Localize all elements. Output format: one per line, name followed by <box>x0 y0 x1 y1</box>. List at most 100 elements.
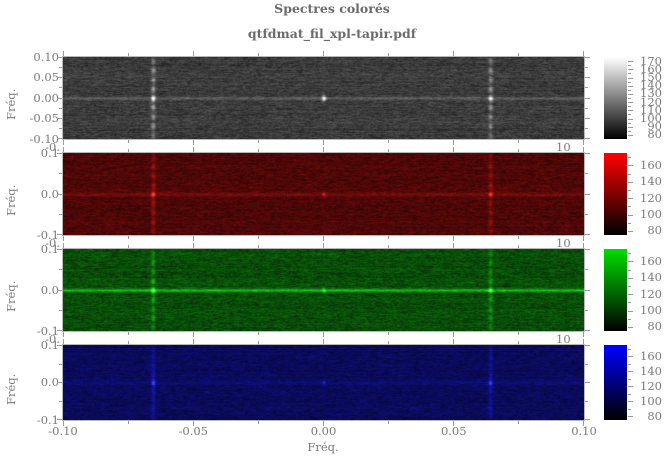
tick-mark <box>583 51 584 56</box>
colorbar-tick-mark <box>628 131 631 132</box>
colorbar-tick-mark <box>628 198 633 199</box>
y-tick-label: 0.0 <box>40 282 59 297</box>
tick-mark <box>63 147 64 152</box>
colorbar-tick-mark <box>628 127 633 128</box>
tick-mark <box>258 236 259 239</box>
tick-mark <box>583 332 584 337</box>
colorbar-tick-mark <box>628 78 633 79</box>
tick-mark <box>583 243 584 248</box>
tick-mark <box>518 140 519 143</box>
tick-mark <box>59 108 62 109</box>
x-tick-label: 0.05 <box>440 424 467 438</box>
tick-mark <box>585 194 590 195</box>
colorbar-tick-label: 160 <box>640 253 662 268</box>
colorbar-blue <box>604 345 627 420</box>
tick-mark <box>583 147 584 152</box>
colorbar-tick-label: 80 <box>647 319 662 334</box>
tick-mark <box>585 138 590 139</box>
tick-mark <box>453 421 454 426</box>
colorbar-tick-mark <box>628 223 631 224</box>
colorbar-tick-mark <box>628 327 633 328</box>
colorbar-tick-mark <box>628 98 631 99</box>
tick-mark <box>323 339 324 344</box>
tick-mark <box>585 214 588 215</box>
colorbar-tick-label: 100 <box>640 393 662 408</box>
tick-mark <box>59 310 62 311</box>
tick-mark <box>585 249 590 250</box>
y-axis-title-gray: Fréq. <box>4 88 18 120</box>
colorbar-tick-mark <box>628 157 631 158</box>
colorbar-gray <box>604 57 627 139</box>
y-tick-label: -0.1 <box>36 412 59 427</box>
colorbar-tick-label: 120 <box>640 190 662 205</box>
tick-mark <box>583 339 584 344</box>
tick-mark <box>193 421 194 426</box>
tick-mark <box>388 236 389 239</box>
colorbar-tick-mark <box>628 114 631 115</box>
colorbar-tick-mark <box>628 102 633 103</box>
tick-mark <box>585 364 588 365</box>
colorbar-tick-label: 140 <box>640 78 662 93</box>
colorbar-tick-mark <box>628 82 631 83</box>
tick-mark <box>388 332 389 335</box>
tick-mark <box>585 57 590 58</box>
tick-mark <box>453 339 454 344</box>
colorbar-tick-mark <box>628 86 633 87</box>
y-axis-title-green: Fréq. <box>4 280 18 312</box>
tick-mark <box>193 140 194 145</box>
colorbar-tick-mark <box>628 302 631 303</box>
tick-mark <box>323 51 324 56</box>
tick-mark <box>128 332 129 335</box>
colorbar-tick-label: 140 <box>640 174 662 189</box>
tick-mark <box>585 269 588 270</box>
tick-mark <box>63 339 64 344</box>
tick-mark <box>585 290 590 291</box>
tick-mark <box>258 421 259 424</box>
tick-mark <box>59 401 62 402</box>
tick-mark <box>59 173 62 174</box>
y-tick-label: 0.1 <box>40 241 59 256</box>
tick-mark <box>323 147 324 152</box>
colorbar-tick-label: 120 <box>640 94 662 109</box>
x-tick-label: -0.05 <box>178 424 209 438</box>
colorbar-tick-label: 140 <box>640 363 662 378</box>
colorbar-tick-label: 160 <box>640 61 662 76</box>
tick-mark <box>193 236 194 241</box>
tick-mark <box>57 234 62 235</box>
tick-mark <box>63 243 64 248</box>
tick-mark <box>583 421 584 426</box>
y-tick-label: -0.1 <box>36 227 59 242</box>
tick-mark <box>388 53 389 56</box>
tick-mark <box>585 419 590 420</box>
tick-mark <box>518 421 519 424</box>
colorbar-tick-mark <box>628 61 633 62</box>
colorbar-tick-mark <box>628 253 631 254</box>
y-tick-label: 0.05 <box>33 70 59 84</box>
colorbar-tick-label: 160 <box>640 157 662 172</box>
spectrum-canvas-blue <box>62 344 585 421</box>
tick-mark <box>585 173 588 174</box>
tick-mark <box>128 140 129 143</box>
colorbar-tick-mark <box>628 379 631 380</box>
tick-mark <box>57 138 62 139</box>
tick-mark <box>57 382 62 383</box>
tick-mark <box>518 332 519 335</box>
tick-mark <box>193 147 194 152</box>
tick-mark <box>57 77 62 78</box>
colorbar-tick-mark <box>628 110 633 111</box>
colorbar-tick-label: 130 <box>640 86 662 101</box>
colorbar-tick-mark <box>628 106 631 107</box>
tick-mark <box>585 98 590 99</box>
colorbar-tick-mark <box>628 119 633 120</box>
colorbar-tick-label: 120 <box>640 286 662 301</box>
x-axis-title: Fréq. <box>307 440 339 454</box>
tick-mark <box>453 51 454 56</box>
tick-mark <box>585 310 588 311</box>
tick-mark <box>57 57 62 58</box>
colorbar-tick-mark <box>628 270 631 271</box>
tick-mark <box>63 140 64 145</box>
tick-mark <box>128 421 129 424</box>
tick-mark <box>193 339 194 344</box>
tick-mark <box>388 421 389 424</box>
